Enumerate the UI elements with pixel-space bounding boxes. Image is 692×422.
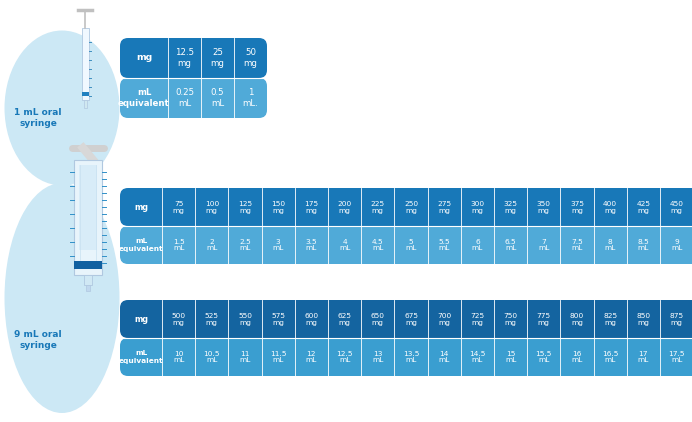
Text: 3.5
mL: 3.5 mL: [306, 238, 317, 252]
Bar: [82, 28, 89, 100]
Bar: [84, 100, 86, 108]
Text: 10.5
mL: 10.5 mL: [203, 351, 220, 363]
FancyBboxPatch shape: [120, 226, 692, 264]
Text: 14.5
mL: 14.5 mL: [469, 351, 486, 363]
Text: 1
mL.: 1 mL.: [243, 88, 258, 108]
Text: 50
mg: 50 mg: [244, 48, 257, 68]
Text: 1.5
mL: 1.5 mL: [173, 238, 185, 252]
Text: 11.5
mL: 11.5 mL: [270, 351, 286, 363]
Text: 800
mg: 800 mg: [570, 313, 584, 325]
Text: 16
mL: 16 mL: [572, 351, 583, 363]
Text: 9 mL oral
syringe: 9 mL oral syringe: [15, 330, 62, 350]
Text: 3
mL: 3 mL: [273, 238, 284, 252]
Text: 725
mg: 725 mg: [471, 313, 484, 325]
Text: 13
mL: 13 mL: [372, 351, 383, 363]
Text: 675
mg: 675 mg: [404, 313, 418, 325]
Bar: [84, 275, 92, 285]
Text: 425
mg: 425 mg: [637, 200, 650, 214]
Ellipse shape: [5, 30, 120, 186]
Text: 250
mg: 250 mg: [404, 200, 418, 214]
Bar: [74, 160, 102, 275]
Text: 400
mg: 400 mg: [603, 200, 617, 214]
Bar: [82, 92, 89, 96]
Text: 14
mL: 14 mL: [439, 351, 450, 363]
Text: 775
mg: 775 mg: [537, 313, 551, 325]
Text: 125
mg: 125 mg: [238, 200, 252, 214]
Text: 325
mg: 325 mg: [504, 200, 518, 214]
Text: 11
mL: 11 mL: [239, 351, 251, 363]
Text: 17
mL: 17 mL: [638, 351, 649, 363]
Text: 1 mL oral
syringe: 1 mL oral syringe: [15, 108, 62, 128]
Text: 2
mL: 2 mL: [206, 238, 217, 252]
Text: 500
mg: 500 mg: [172, 313, 185, 325]
Text: 5.5
mL: 5.5 mL: [439, 238, 450, 252]
Text: 275
mg: 275 mg: [437, 200, 451, 214]
Text: mL
equivalent: mL equivalent: [119, 350, 163, 364]
Text: 625
mg: 625 mg: [338, 313, 352, 325]
FancyBboxPatch shape: [120, 78, 267, 118]
Text: 5
mL: 5 mL: [406, 238, 417, 252]
Text: 7.5
mL: 7.5 mL: [571, 238, 583, 252]
Text: mL
equivalent: mL equivalent: [119, 238, 163, 252]
FancyBboxPatch shape: [120, 338, 692, 376]
Text: 850
mg: 850 mg: [637, 313, 650, 325]
Text: 450
mg: 450 mg: [670, 200, 684, 214]
Text: 12.5
mL: 12.5 mL: [336, 351, 353, 363]
Text: 200
mg: 200 mg: [338, 200, 352, 214]
Text: 875
mg: 875 mg: [670, 313, 684, 325]
FancyBboxPatch shape: [120, 38, 267, 78]
Text: 375
mg: 375 mg: [570, 200, 584, 214]
Text: 13.5
mL: 13.5 mL: [403, 351, 419, 363]
Text: 8.5
mL: 8.5 mL: [637, 238, 649, 252]
Text: 12.5
mg: 12.5 mg: [175, 48, 194, 68]
Text: mg: mg: [136, 54, 152, 62]
Text: 6
mL: 6 mL: [472, 238, 483, 252]
Text: 15
mL: 15 mL: [505, 351, 516, 363]
Text: 0.5
mL: 0.5 mL: [210, 88, 224, 108]
Text: 8
mL: 8 mL: [605, 238, 616, 252]
Text: 25
mg: 25 mg: [210, 48, 224, 68]
Text: 550
mg: 550 mg: [238, 313, 252, 325]
Text: mg: mg: [134, 203, 148, 211]
Text: 75
mg: 75 mg: [173, 200, 185, 214]
Text: 0.25
mL: 0.25 mL: [175, 88, 194, 108]
Text: 4
mL: 4 mL: [339, 238, 350, 252]
Text: 6.5
mL: 6.5 mL: [504, 238, 516, 252]
Text: 750
mg: 750 mg: [504, 313, 518, 325]
Text: mL
equivalent: mL equivalent: [118, 88, 170, 108]
Text: 525
mg: 525 mg: [205, 313, 219, 325]
Text: 9
mL: 9 mL: [671, 238, 682, 252]
Text: 12
mL: 12 mL: [306, 351, 317, 363]
FancyBboxPatch shape: [120, 300, 692, 338]
Text: 350
mg: 350 mg: [537, 200, 551, 214]
Ellipse shape: [5, 183, 120, 413]
Text: 150
mg: 150 mg: [271, 200, 285, 214]
Text: 100
mg: 100 mg: [205, 200, 219, 214]
Text: mg: mg: [134, 314, 148, 324]
Text: 10
mL: 10 mL: [173, 351, 184, 363]
Text: 175
mg: 175 mg: [304, 200, 318, 214]
Text: 16.5
mL: 16.5 mL: [602, 351, 619, 363]
Text: 225
mg: 225 mg: [371, 200, 385, 214]
Text: 2.5
mL: 2.5 mL: [239, 238, 251, 252]
Text: 600
mg: 600 mg: [304, 313, 318, 325]
FancyBboxPatch shape: [120, 188, 692, 226]
Text: 15.5
mL: 15.5 mL: [536, 351, 552, 363]
Text: 825
mg: 825 mg: [603, 313, 617, 325]
Text: 575
mg: 575 mg: [271, 313, 285, 325]
Text: 700
mg: 700 mg: [437, 313, 451, 325]
Bar: [74, 261, 102, 269]
Text: 650
mg: 650 mg: [371, 313, 385, 325]
Bar: [79, 165, 97, 250]
Text: 17.5
mL: 17.5 mL: [668, 351, 685, 363]
Text: 300
mg: 300 mg: [471, 200, 484, 214]
Text: 4.5
mL: 4.5 mL: [372, 238, 383, 252]
Text: 7
mL: 7 mL: [538, 238, 549, 252]
Bar: [86, 285, 90, 291]
